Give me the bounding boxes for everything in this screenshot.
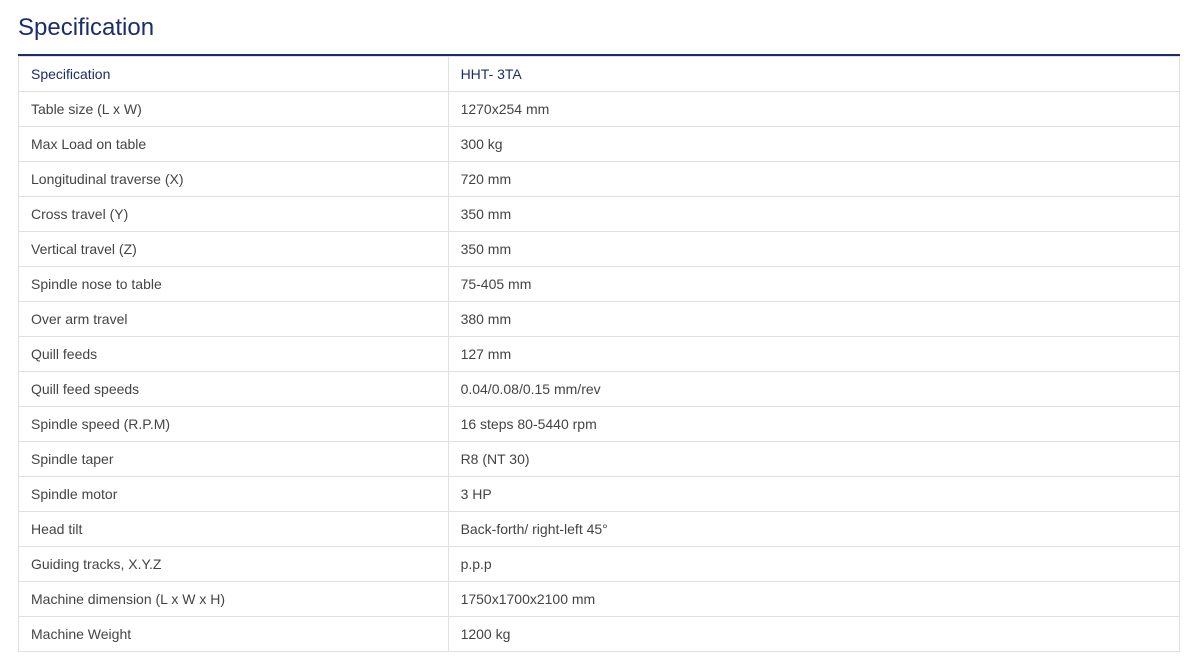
- table-row: Spindle nose to table 75-405 mm: [19, 267, 1180, 302]
- spec-label: Spindle motor: [19, 477, 449, 512]
- spec-value: 1270x254 mm: [448, 92, 1179, 127]
- spec-label: Head tilt: [19, 512, 449, 547]
- spec-value: 127 mm: [448, 337, 1179, 372]
- table-row: Spindle motor 3 HP: [19, 477, 1180, 512]
- table-row: Spindle speed (R.P.M) 16 steps 80-5440 r…: [19, 407, 1180, 442]
- spec-label: Over arm travel: [19, 302, 449, 337]
- spec-label: Quill feed speeds: [19, 372, 449, 407]
- spec-label: Max Load on table: [19, 127, 449, 162]
- spec-value: 0.04/0.08/0.15 mm/rev: [448, 372, 1179, 407]
- table-row: Cross travel (Y) 350 mm: [19, 197, 1180, 232]
- spec-label: Spindle speed (R.P.M): [19, 407, 449, 442]
- table-row: Head tilt Back-forth/ right-left 45°: [19, 512, 1180, 547]
- spec-value: 1750x1700x2100 mm: [448, 582, 1179, 617]
- spec-label: Cross travel (Y): [19, 197, 449, 232]
- table-row: Table size (L x W) 1270x254 mm: [19, 92, 1180, 127]
- spec-label: Spindle nose to table: [19, 267, 449, 302]
- table-row: Machine Weight 1200 kg: [19, 617, 1180, 652]
- table-row: Quill feed speeds 0.04/0.08/0.15 mm/rev: [19, 372, 1180, 407]
- table-row: Guiding tracks, X.Y.Z p.p.p: [19, 547, 1180, 582]
- table-header-row: Specification HHT- 3TA: [19, 57, 1180, 92]
- table-row: Quill feeds 127 mm: [19, 337, 1180, 372]
- spec-value: 720 mm: [448, 162, 1179, 197]
- spec-value: 75-405 mm: [448, 267, 1179, 302]
- table-row: Spindle taper R8 (NT 30): [19, 442, 1180, 477]
- spec-label: Machine Weight: [19, 617, 449, 652]
- spec-value: 16 steps 80-5440 rpm: [448, 407, 1179, 442]
- spec-value: 350 mm: [448, 197, 1179, 232]
- specification-table-body: Specification HHT- 3TA Table size (L x W…: [19, 57, 1180, 652]
- spec-value: 300 kg: [448, 127, 1179, 162]
- spec-label: Quill feeds: [19, 337, 449, 372]
- table-row: Over arm travel 380 mm: [19, 302, 1180, 337]
- spec-value: 3 HP: [448, 477, 1179, 512]
- spec-value: Back-forth/ right-left 45°: [448, 512, 1179, 547]
- table-row: Machine dimension (L x W x H) 1750x1700x…: [19, 582, 1180, 617]
- spec-label: Spindle taper: [19, 442, 449, 477]
- table-row: Vertical travel (Z) 350 mm: [19, 232, 1180, 267]
- spec-value: 380 mm: [448, 302, 1179, 337]
- spec-value: p.p.p: [448, 547, 1179, 582]
- table-row: Longitudinal traverse (X) 720 mm: [19, 162, 1180, 197]
- specification-table: Specification HHT- 3TA Table size (L x W…: [18, 56, 1180, 652]
- section-title: Specification: [18, 14, 1180, 42]
- spec-value: R8 (NT 30): [448, 442, 1179, 477]
- spec-label: Longitudinal traverse (X): [19, 162, 449, 197]
- spec-label: Guiding tracks, X.Y.Z: [19, 547, 449, 582]
- spec-label: Table size (L x W): [19, 92, 449, 127]
- spec-value: 1200 kg: [448, 617, 1179, 652]
- table-row: Max Load on table 300 kg: [19, 127, 1180, 162]
- table-header-value: HHT- 3TA: [448, 57, 1179, 92]
- spec-label: Machine dimension (L x W x H): [19, 582, 449, 617]
- spec-value: 350 mm: [448, 232, 1179, 267]
- spec-label: Vertical travel (Z): [19, 232, 449, 267]
- table-header-label: Specification: [19, 57, 449, 92]
